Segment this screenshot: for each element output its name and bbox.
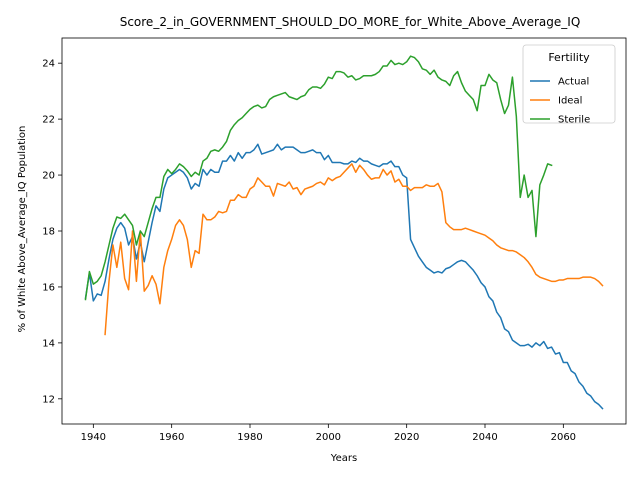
legend-box	[522, 44, 616, 124]
legend-label-actual: Actual	[558, 77, 589, 88]
y-axis: 12 14 16 18 20 22 24	[42, 59, 62, 405]
x-axis-label: Years	[330, 453, 357, 464]
x-tick-label: 1980	[237, 432, 262, 443]
series-line-actual	[84, 143, 604, 410]
y-tick-label: 24	[42, 59, 55, 70]
legend: Fertility Actual Ideal Sterile	[522, 44, 616, 126]
x-tick-label: 2060	[551, 432, 576, 443]
x-tick-label: 1960	[159, 432, 184, 443]
x-tick-label: 2000	[316, 432, 341, 443]
legend-label-ideal: Ideal	[558, 96, 582, 107]
x-tick-label: 2040	[472, 432, 497, 443]
x-axis: 1940 1960 1980 2000 2020 2040 2060	[81, 424, 576, 443]
y-tick-label: 22	[42, 115, 55, 126]
chart-title: Score_2_in_GOVERNMENT_SHOULD_DO_MORE_for…	[120, 15, 581, 29]
y-tick-label: 18	[42, 227, 55, 238]
series-line-sterile	[84, 55, 553, 301]
x-tick-label: 1940	[81, 432, 106, 443]
series-line-ideal	[104, 163, 604, 336]
y-tick-label: 12	[42, 394, 55, 405]
plot-lines	[84, 55, 604, 410]
legend-entries: Actual Ideal Sterile	[530, 77, 590, 126]
x-tick-label: 2020	[394, 432, 419, 443]
y-tick-label: 14	[42, 338, 55, 349]
y-tick-label: 20	[42, 171, 55, 182]
y-axis-label: % of White Above_Average_IQ Population	[17, 126, 28, 333]
legend-title: Fertility	[548, 51, 590, 64]
legend-label-sterile: Sterile	[558, 115, 590, 126]
y-tick-label: 16	[42, 282, 55, 293]
